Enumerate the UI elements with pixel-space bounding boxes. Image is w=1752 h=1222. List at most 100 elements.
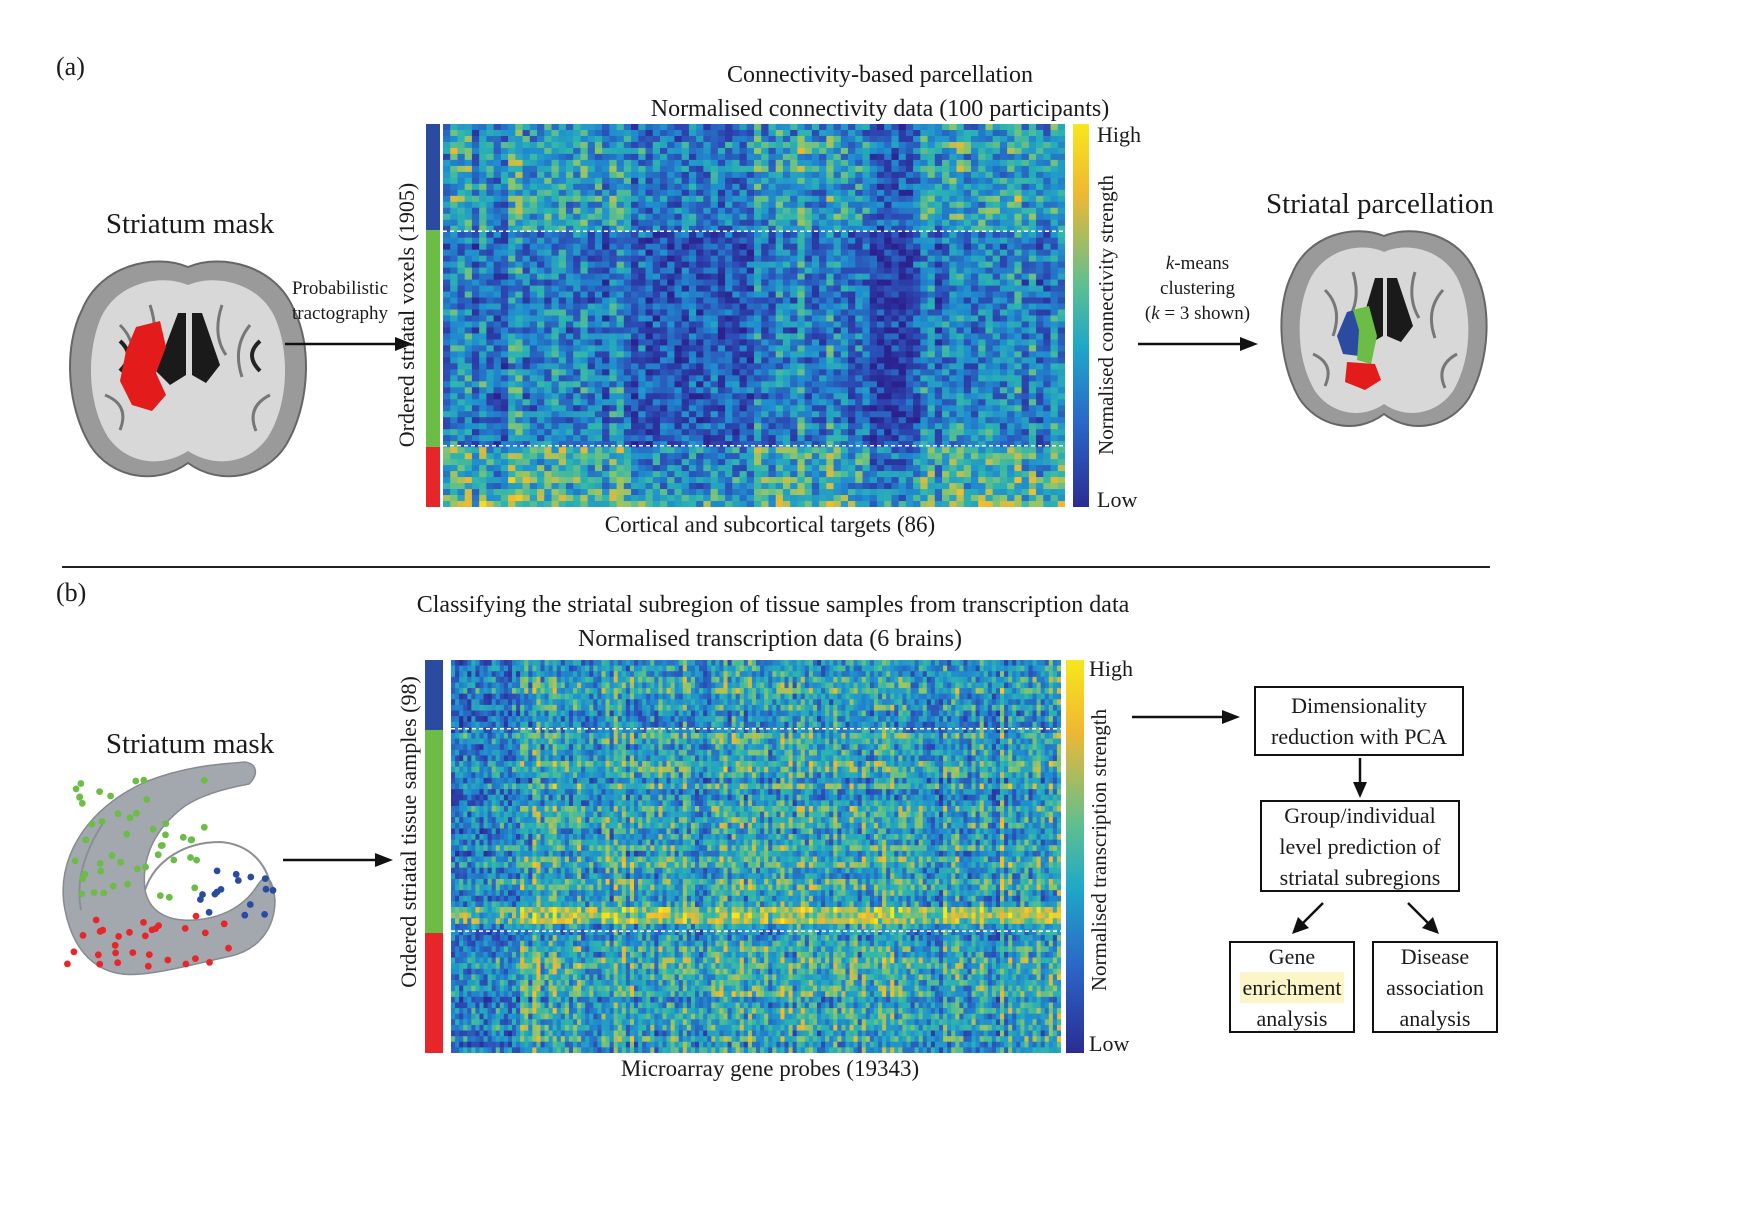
connectivity-heatmap-cell	[739, 405, 748, 412]
connectivity-heatmap-cell	[840, 249, 849, 257]
connectivity-heatmap-cell	[602, 327, 610, 335]
connectivity-heatmap-cell	[688, 393, 697, 400]
connectivity-heatmap-cell	[942, 387, 950, 394]
connectivity-heatmap-cell	[537, 201, 545, 209]
connectivity-heatmap-cell	[862, 183, 871, 191]
connectivity-heatmap-cell	[999, 411, 1008, 418]
connectivity-heatmap-cell	[450, 321, 459, 329]
connectivity-heatmap-cell	[515, 195, 524, 203]
connectivity-heatmap-cell	[1057, 285, 1065, 293]
connectivity-heatmap-cell	[537, 363, 545, 370]
connectivity-heatmap-cell	[833, 429, 842, 436]
connectivity-heatmap-cell	[855, 333, 864, 341]
connectivity-heatmap-cell	[1036, 153, 1044, 161]
connectivity-heatmap-cell	[884, 237, 893, 245]
connectivity-heatmap-cell	[1036, 387, 1044, 394]
connectivity-heatmap-cell	[739, 345, 748, 352]
connectivity-heatmap-cell	[1050, 291, 1059, 299]
connectivity-heatmap-cell	[739, 411, 748, 418]
connectivity-heatmap-cell	[529, 237, 538, 245]
connectivity-heatmap-cell	[811, 363, 820, 370]
connectivity-heatmap-cell	[1021, 129, 1030, 137]
connectivity-heatmap-cell	[1007, 207, 1015, 215]
connectivity-heatmap-cell	[782, 213, 791, 221]
connectivity-heatmap-cell	[1036, 273, 1044, 281]
connectivity-heatmap-cell	[558, 195, 567, 203]
connectivity-heatmap-cell	[956, 333, 965, 341]
connectivity-heatmap-cell	[898, 231, 907, 239]
connectivity-heatmap-cell	[500, 147, 509, 155]
connectivity-heatmap-cell	[537, 279, 545, 287]
connectivity-heatmap-cell	[833, 135, 842, 143]
connectivity-heatmap-cell	[1050, 261, 1059, 269]
connectivity-heatmap-cell	[558, 135, 567, 143]
connectivity-heatmap-cell	[544, 171, 553, 179]
connectivity-heatmap-cell	[819, 417, 827, 424]
connectivity-heatmap-cell	[667, 273, 676, 281]
connectivity-heatmap-cell	[486, 183, 495, 191]
connectivity-heatmap-cell	[884, 159, 893, 167]
connectivity-heatmap-cell	[775, 153, 784, 161]
connectivity-heatmap-cell	[761, 231, 770, 239]
connectivity-heatmap-cell	[884, 141, 893, 149]
connectivity-heatmap-cell	[515, 333, 524, 341]
connectivity-heatmap-cell	[471, 147, 480, 155]
connectivity-heatmap-cell	[623, 417, 632, 424]
connectivity-heatmap-cell	[558, 417, 567, 424]
connectivity-heatmap-cell	[681, 261, 690, 269]
connectivity-heatmap-cell	[797, 177, 806, 185]
connectivity-heatmap-cell	[782, 231, 791, 239]
connectivity-heatmap-cell	[905, 171, 914, 179]
connectivity-heatmap-cell	[725, 153, 733, 161]
connectivity-heatmap-cell	[623, 207, 632, 215]
connectivity-heatmap-cell	[645, 339, 654, 347]
connectivity-heatmap-cell	[457, 291, 466, 299]
connectivity-heatmap-cell	[739, 387, 748, 394]
connectivity-heatmap-cell	[479, 387, 487, 394]
connectivity-heatmap-cell	[696, 429, 704, 436]
connectivity-heatmap-cell	[717, 141, 726, 149]
connectivity-heatmap-cell	[869, 435, 878, 442]
connectivity-heatmap-cell	[645, 273, 654, 281]
connectivity-heatmap-cell	[761, 453, 770, 460]
connectivity-heatmap-cell	[913, 291, 921, 299]
connectivity-heatmap-cell	[471, 363, 480, 370]
connectivity-heatmap-cell	[869, 453, 878, 460]
connectivity-heatmap-cell	[913, 435, 921, 442]
connectivity-heatmap-cell	[840, 279, 849, 287]
connectivity-heatmap-cell	[681, 279, 690, 287]
connectivity-heatmap-cell	[949, 459, 958, 466]
connectivity-heatmap-cell	[609, 189, 618, 197]
connectivity-heatmap-cell	[855, 213, 864, 221]
connectivity-heatmap-cell	[667, 399, 676, 406]
connectivity-heatmap-cell	[978, 147, 987, 155]
connectivity-heatmap-cell	[811, 447, 820, 454]
connectivity-heatmap-cell	[1021, 249, 1030, 257]
connectivity-heatmap-cell	[486, 411, 495, 418]
connectivity-heatmap-cell	[920, 369, 929, 376]
connectivity-heatmap-cell	[898, 261, 907, 269]
connectivity-heatmap-cell	[544, 249, 553, 257]
connectivity-heatmap-cell	[696, 183, 704, 191]
connectivity-heatmap-cell	[862, 369, 871, 376]
connectivity-heatmap-cell	[978, 309, 987, 317]
connectivity-heatmap-cell	[681, 297, 690, 305]
connectivity-heatmap-cell	[703, 261, 712, 269]
connectivity-heatmap-cell	[920, 387, 929, 394]
connectivity-heatmap-cell	[963, 249, 972, 257]
connectivity-heatmap-cell	[1021, 213, 1030, 221]
connectivity-heatmap-cell	[999, 279, 1008, 287]
connectivity-heatmap-cell	[963, 267, 972, 275]
connectivity-heatmap-cell	[942, 183, 950, 191]
connectivity-heatmap-cell	[970, 177, 979, 185]
connectivity-heatmap-cell	[905, 177, 914, 185]
connectivity-heatmap-cell	[638, 345, 647, 352]
connectivity-heatmap-cell	[884, 351, 893, 358]
connectivity-heatmap-cell	[464, 183, 473, 191]
connectivity-heatmap-cell	[804, 321, 813, 329]
connectivity-heatmap-cell	[725, 297, 733, 305]
connectivity-heatmap-cell	[1036, 327, 1044, 335]
connectivity-heatmap-cell	[659, 459, 668, 466]
connectivity-heatmap-cell	[905, 183, 914, 191]
connectivity-heatmap-cell	[920, 321, 929, 329]
